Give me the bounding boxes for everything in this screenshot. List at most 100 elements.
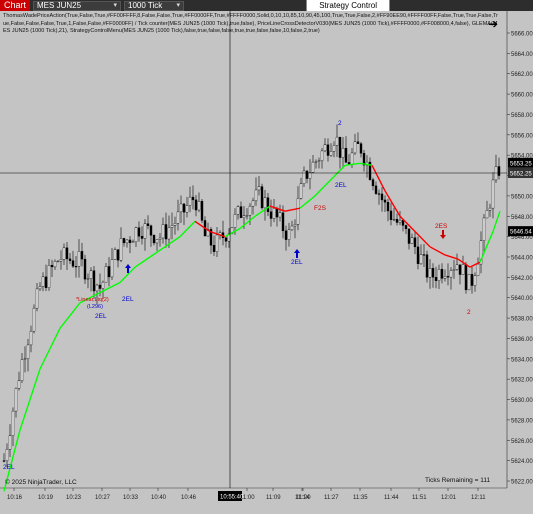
short-signal-label: 2ES (435, 223, 448, 230)
long-arrow-icon (125, 264, 131, 273)
time-tick-label: 10:46 (181, 495, 197, 501)
ema-segment (79, 292, 101, 304)
candle-down (470, 274, 474, 286)
candle-up (104, 266, 108, 283)
candle-up (59, 259, 63, 262)
ema-line (3, 162, 501, 492)
candle-up (167, 227, 171, 240)
ema-segment (254, 205, 271, 217)
l296-label: (L296) (87, 304, 103, 310)
price-tick-label: 5664.00 (511, 52, 533, 58)
time-tick-label: 12:11 (471, 495, 486, 501)
long-arrow-icon (294, 249, 300, 258)
interval-selector[interactable]: 1000 Tick ▾ (124, 0, 185, 11)
candle-down (377, 193, 381, 195)
time-axis: 10:16 10:19 10:23 10:27 10:33 10:40 10:46 11:00… (0, 487, 507, 501)
candle-down (275, 208, 279, 218)
candle-down (446, 276, 450, 278)
candle-up (56, 260, 60, 263)
candle-down (140, 236, 144, 239)
candle-up (161, 224, 165, 239)
candle-down (434, 277, 438, 281)
candle-up (278, 212, 282, 218)
ema-price-label-box (508, 226, 533, 237)
ema-price-label: 5646.54 (510, 230, 532, 236)
candle-down (65, 247, 69, 260)
price-tick-label: 5662.00 (511, 72, 533, 78)
candle-up (392, 218, 396, 221)
candle-down (212, 245, 216, 252)
candle-down (68, 258, 72, 261)
time-tick-label: 11:09 (266, 495, 281, 501)
time-tick-label: 11:00 (240, 495, 255, 501)
current-price-label-box (508, 157, 533, 168)
candle-down (359, 143, 363, 154)
instrument-selector[interactable]: MES JUN25 ▾ (33, 0, 122, 11)
time-tick-label: 11:14 (295, 495, 310, 501)
candle-down (464, 264, 468, 291)
time-tick-label: 10:16 (7, 495, 23, 501)
price-tick-label: 5638.00 (511, 317, 533, 323)
candle-up (245, 215, 249, 217)
ema-segment (59, 302, 81, 329)
candle-up (113, 249, 117, 260)
price-chart[interactable]: 5666.00 5664.00 5662.00 5660.00 5658.00 5656.… (0, 11, 533, 511)
candle-down (122, 238, 126, 244)
ticks-remaining: Ticks Remaining = 111 (425, 477, 491, 484)
price-tick-label: 5642.00 (511, 276, 533, 282)
long-signal-label: 2EL (95, 313, 107, 320)
ema-segment (224, 227, 241, 238)
price-tick-label: 5646.00 (511, 235, 533, 241)
candle-down (380, 193, 384, 201)
candle-up (110, 259, 114, 278)
ema-segment (284, 207, 301, 212)
ema-segment (414, 231, 431, 248)
candle-up (242, 215, 246, 218)
ema-segment (359, 162, 373, 167)
short-arrow-icon (440, 230, 446, 239)
copyright-text: © 2025 NinjaTrader, LLC (5, 479, 77, 486)
strategy-control-button[interactable]: Strategy Control (306, 0, 390, 11)
candle-up (302, 170, 306, 184)
candle-up (215, 234, 219, 252)
ema-segment (384, 190, 401, 217)
price-tick-label: 5632.00 (511, 378, 533, 384)
candle-down (182, 203, 186, 213)
ema-segment (134, 256, 151, 268)
candle-up (89, 270, 93, 279)
price-tick-label: 5660.00 (511, 93, 533, 99)
candle-up (263, 197, 267, 209)
candle-down (383, 199, 387, 203)
time-tick-label: 11:20 (296, 495, 311, 501)
price-tick-label: 5636.00 (511, 337, 533, 343)
ema-segment (444, 254, 459, 260)
candle-up (134, 227, 138, 242)
indicator-label: ThomasWadePriceAction(True,False,True,#F… (3, 13, 498, 34)
candlesticks (2, 124, 501, 468)
candle-up (170, 225, 174, 228)
ema-segment (492, 210, 501, 232)
candle-up (23, 358, 27, 360)
candle-up (125, 239, 129, 244)
candle-down (416, 246, 420, 264)
chart-panel[interactable]: 5666.00 5664.00 5662.00 5660.00 5658.00 5656.… (0, 11, 533, 511)
price-tick-label: 5628.00 (511, 418, 533, 424)
linear-label: *Linear,Liq(2) (76, 297, 109, 303)
candle-down (260, 186, 264, 209)
ema-segment (479, 231, 494, 263)
ema-segment (269, 205, 286, 212)
scroll-right-icon[interactable]: ➔ (488, 17, 499, 31)
time-tick-label: 10:33 (123, 495, 139, 501)
candle-down (209, 229, 213, 246)
candle-down (497, 166, 501, 176)
candle-down (281, 212, 285, 232)
price-tick-label: 5658.00 (511, 113, 533, 119)
candle-up (101, 281, 105, 289)
ema-segment (371, 165, 386, 192)
candle-down (92, 270, 96, 292)
chevron-down-icon: ▾ (113, 1, 118, 9)
candle-up (479, 240, 483, 265)
chart-tab[interactable]: Chart (0, 0, 31, 11)
instrument-label: MES JUN25 (37, 0, 82, 10)
candle-up (62, 247, 66, 260)
